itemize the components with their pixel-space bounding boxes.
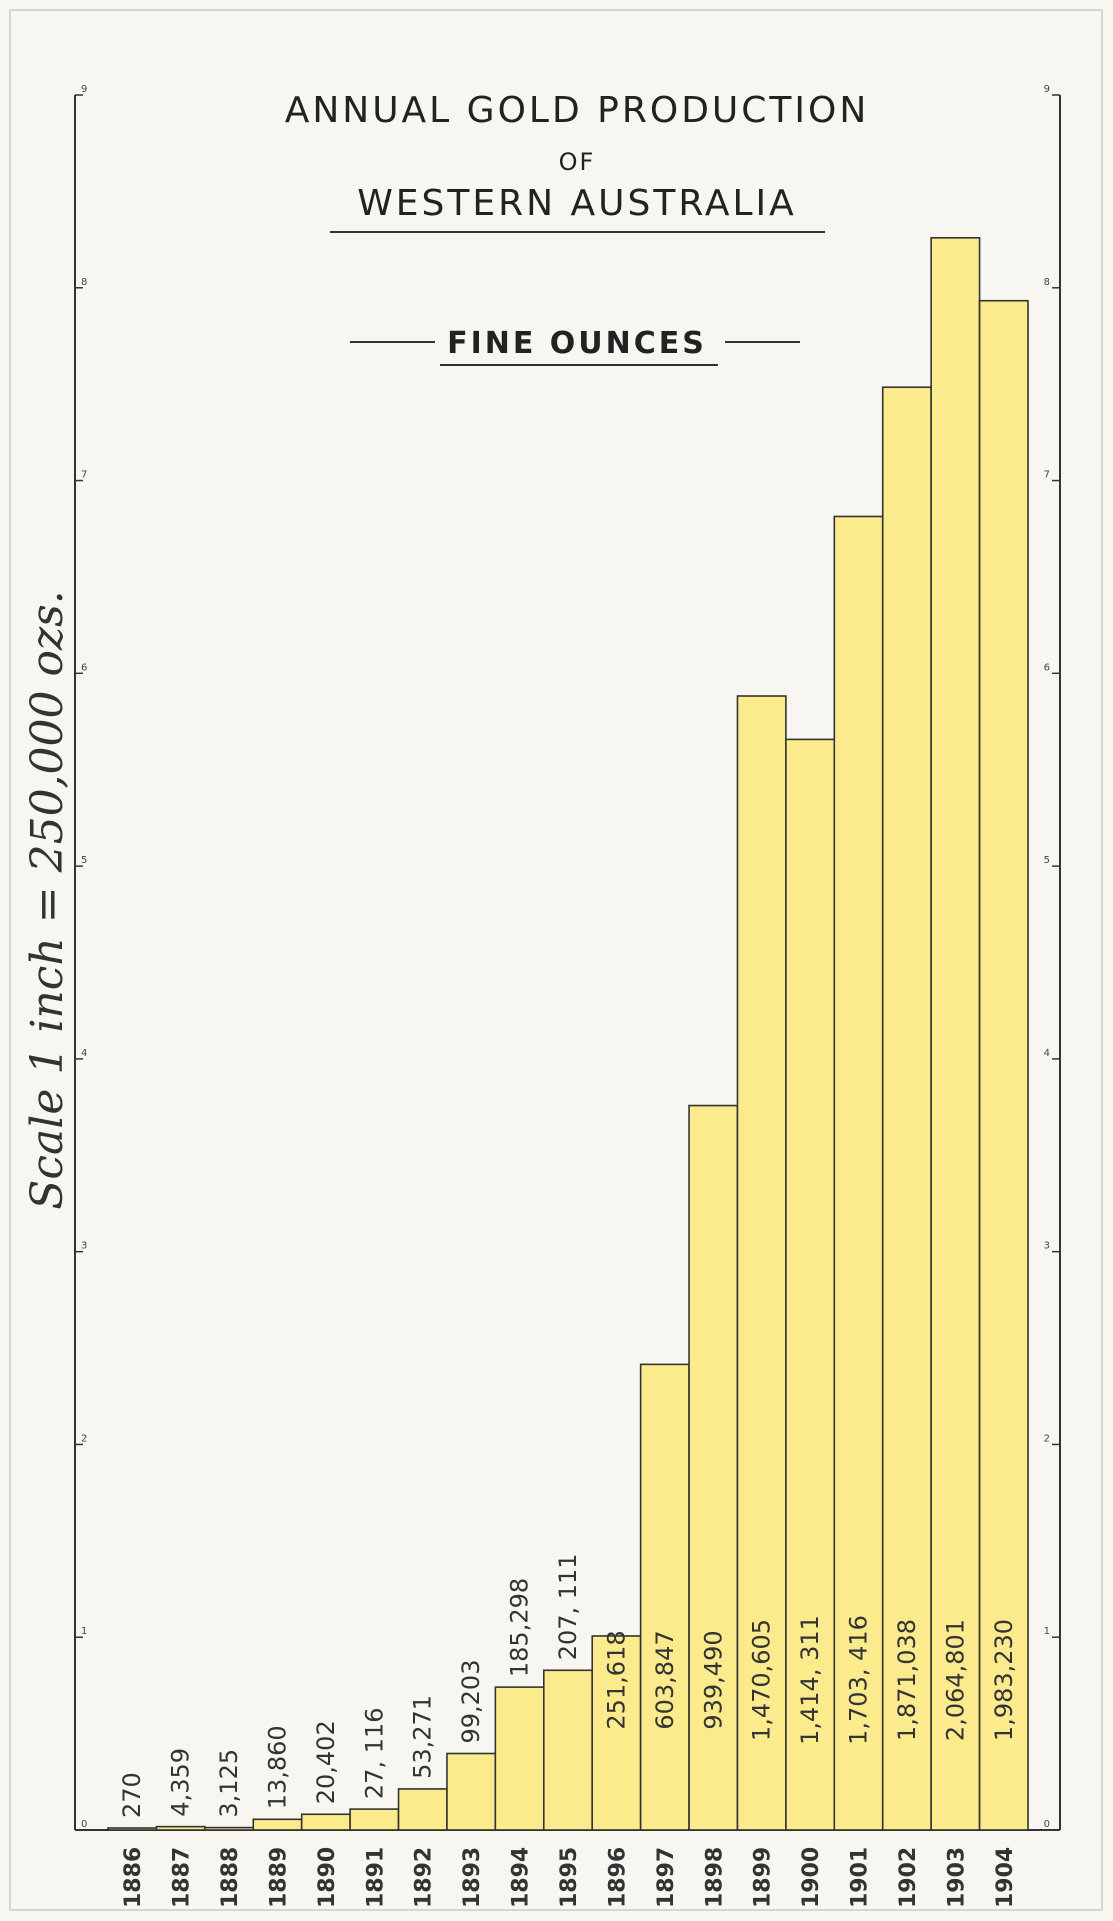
bar: [639, 1363, 690, 1831]
bar: [397, 1788, 448, 1831]
value-label: 939,490: [699, 1630, 727, 1729]
value-label: 185,298: [506, 1578, 534, 1677]
value-label: 603,847: [651, 1630, 679, 1729]
x-tick-label: 1888: [218, 1847, 243, 1908]
y-tick-label-right: 7: [1044, 470, 1050, 481]
bar: [833, 515, 884, 1831]
bar-series: [107, 237, 1029, 1831]
y-tick-label-right: 1: [1044, 1626, 1050, 1637]
x-tick-label: 1887: [170, 1847, 195, 1908]
x-tick-label: 1896: [605, 1847, 630, 1908]
y-tick-label-left: 3: [81, 1241, 87, 1252]
bar: [591, 1635, 642, 1831]
value-label: 1,983,230: [990, 1619, 1018, 1741]
chart-subtitle: WESTERN AUSTRALIA: [357, 183, 797, 224]
bar: [736, 695, 787, 1831]
value-label: 27, 116: [360, 1707, 388, 1799]
bar: [785, 738, 836, 1831]
bar: [155, 1825, 206, 1831]
value-label: 251,618: [602, 1630, 630, 1729]
y-tick-label-right: 8: [1044, 277, 1050, 288]
bar: [930, 237, 981, 1831]
bar: [300, 1813, 351, 1831]
y-tick-label-left: 9: [81, 84, 87, 95]
value-label: 1,470,605: [748, 1619, 776, 1741]
y-tick-label-right: 3: [1044, 1241, 1050, 1252]
chart-title-of: OF: [559, 148, 596, 176]
x-tick-label: 1890: [315, 1847, 340, 1908]
x-tick-label: 1886: [121, 1847, 146, 1908]
x-tick-labels: 1886 1887 1888 1889 1890 1891 1892 1893 1894 1895…: [121, 1847, 1018, 1908]
value-label: 4,359: [167, 1748, 195, 1817]
y-tick-label-left: 5: [81, 855, 87, 866]
left-axis-ticks: 0 1 2 3 4 5 6 7 8 9: [75, 84, 87, 1831]
unit-label: FINE OUNCES: [447, 326, 707, 361]
x-tick-label: 1904: [993, 1847, 1018, 1908]
bar: [494, 1686, 545, 1831]
chart-title: ANNUAL GOLD PRODUCTION: [285, 90, 870, 131]
value-label: 99,203: [457, 1660, 485, 1744]
bar: [252, 1818, 303, 1831]
y-tick-label-left: 0: [81, 1819, 87, 1830]
value-label: 270: [118, 1772, 146, 1818]
y-tick-label-right: 6: [1044, 662, 1050, 673]
x-tick-label: 1897: [654, 1847, 679, 1908]
y-tick-label-left: 1: [81, 1626, 87, 1637]
value-label: 3,125: [215, 1749, 243, 1818]
bar: [881, 386, 932, 1831]
bar: [446, 1752, 497, 1831]
value-label: 2,064,801: [941, 1619, 969, 1741]
right-axis-ticks: 0 1 2 3 4 5 6 7 8 9: [1044, 84, 1060, 1831]
x-tick-label: 1892: [412, 1847, 437, 1908]
y-tick-label-left: 7: [81, 470, 87, 481]
y-tick-label-left: 8: [81, 277, 87, 288]
x-tick-label: 1900: [799, 1847, 824, 1908]
value-label: 20,402: [312, 1720, 340, 1804]
x-tick-label: 1889: [266, 1847, 291, 1908]
y-axis-label: Scale 1 inch = 250,000 ozs.: [22, 590, 73, 1210]
x-tick-label: 1898: [702, 1847, 727, 1908]
x-tick-label: 1901: [848, 1847, 873, 1908]
value-label: 1,414, 311: [796, 1615, 824, 1745]
x-tick-label: 1894: [509, 1847, 534, 1908]
y-tick-label-left: 2: [81, 1433, 87, 1444]
bar: [349, 1808, 400, 1831]
y-tick-label-left: 4: [81, 1048, 87, 1059]
x-tick-label: 1895: [557, 1847, 582, 1908]
value-label: 53,271: [409, 1695, 437, 1779]
y-tick-label-right: 0: [1044, 1819, 1050, 1830]
bar: [204, 1826, 255, 1831]
y-tick-label-right: 5: [1044, 855, 1050, 866]
bar: [107, 1827, 158, 1831]
y-tick-label-right: 9: [1044, 84, 1050, 95]
x-tick-label: 1899: [751, 1847, 776, 1908]
plate-frame: [9, 9, 1103, 1911]
bar: [688, 1104, 739, 1831]
x-tick-label: 1893: [460, 1847, 485, 1908]
y-tick-label-right: 2: [1044, 1433, 1050, 1444]
y-tick-label-right: 4: [1044, 1048, 1050, 1059]
value-label: 1,703, 416: [845, 1615, 873, 1745]
x-tick-label: 1891: [363, 1847, 388, 1908]
value-labels: 270 4,359 3,125 13,860 20,402 27, 116 53,271 99…: [118, 1553, 1018, 1818]
bar: [978, 299, 1029, 1831]
bar: [542, 1669, 594, 1831]
value-label: 1,871,038: [893, 1619, 921, 1741]
y-tick-label-left: 6: [81, 662, 87, 673]
x-tick-label: 1903: [944, 1847, 969, 1908]
x-tick-label: 1902: [896, 1847, 921, 1908]
value-label: 207, 111: [554, 1553, 582, 1660]
value-label: 13,860: [263, 1725, 291, 1809]
